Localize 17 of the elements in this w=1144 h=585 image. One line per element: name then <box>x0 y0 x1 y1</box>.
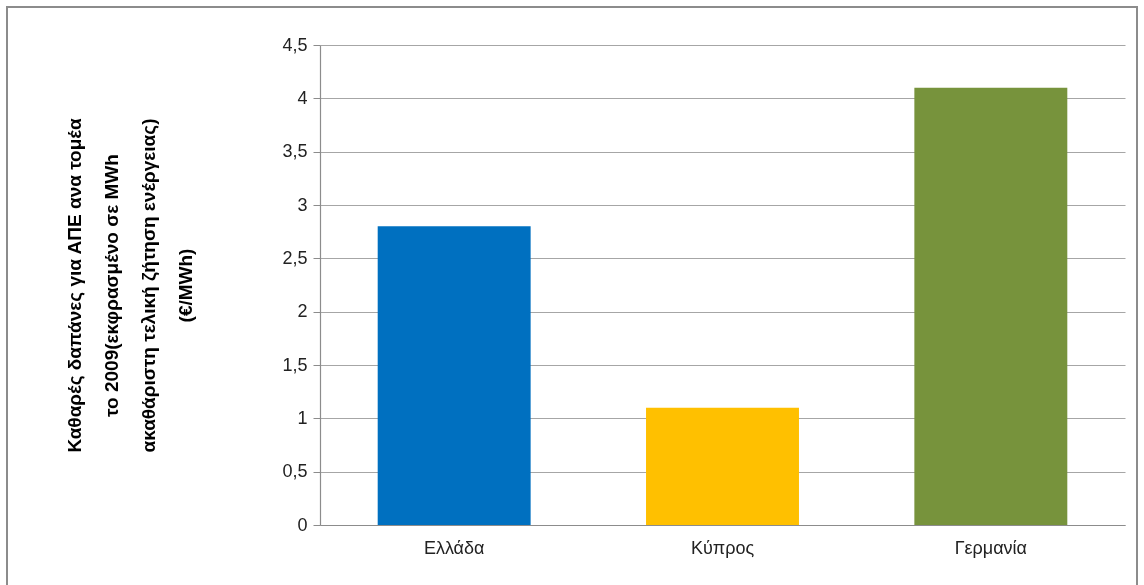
y-tick-label: 3 <box>297 194 308 215</box>
y-tick-label: 4 <box>297 87 308 108</box>
y-tick-label: 2,5 <box>282 247 308 268</box>
bar <box>914 87 1068 525</box>
y-tick-label: 1 <box>297 407 308 428</box>
x-tick-label: Ελλάδα <box>423 537 485 558</box>
y-axis-title: Καθαρές δαπάνες για ΑΠΕ ανα τομέα το 2009(εκφρασμένο σε MWh ακαθάριστη τελική ζήτηση ενέργειας) (€/MWh) <box>64 118 197 453</box>
bar <box>377 226 531 525</box>
bar <box>646 407 799 525</box>
y-tick-label: 1,5 <box>282 354 308 375</box>
x-tick-label: Γερμανία <box>954 537 1028 558</box>
y-tick-label: 4,5 <box>282 34 308 55</box>
y-tick-label: 2 <box>297 301 308 322</box>
y-tick-label: 0,5 <box>282 461 308 482</box>
x-tick-label: Κύπρος <box>690 537 755 558</box>
y-tick-label: 3,5 <box>282 141 308 162</box>
y-tick-label: 0 <box>297 514 308 535</box>
